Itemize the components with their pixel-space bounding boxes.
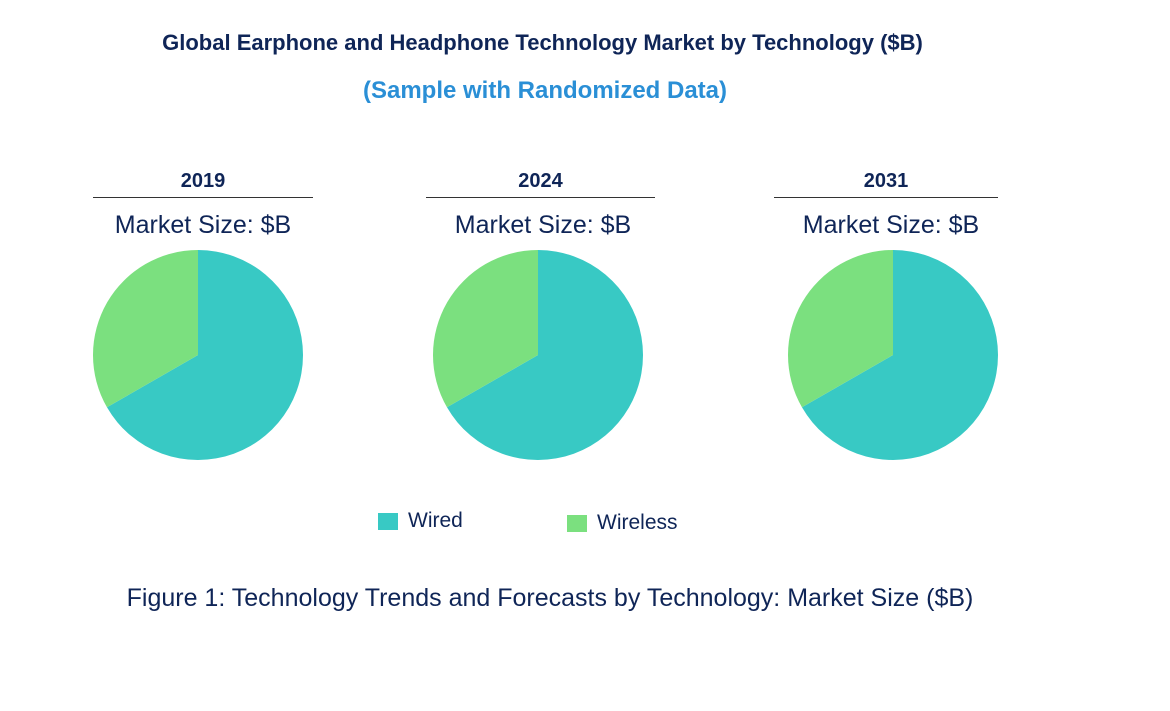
figure-caption: Figure 1: Technology Trends and Forecast… bbox=[126, 584, 974, 612]
legend-swatch-wired bbox=[378, 513, 398, 530]
pie-title-2024: 2024 bbox=[426, 170, 655, 198]
pie-title-2019: 2019 bbox=[93, 170, 313, 198]
pie-slice-2024-wired bbox=[446, 250, 643, 460]
pie-slice-2019-wireless bbox=[92, 250, 198, 408]
legend-label-wired: Wired bbox=[408, 509, 463, 532]
pie-slice-2019-wired bbox=[106, 250, 303, 460]
market-size-2019: Market Size: $B bbox=[114, 211, 292, 239]
chart-title: Global Earphone and Headphone Technology… bbox=[162, 30, 923, 55]
market-size-2031: Market Size: $B bbox=[802, 211, 980, 239]
pie-title-2031: 2031 bbox=[774, 170, 998, 198]
pie-slice-2031-wired bbox=[801, 250, 998, 460]
pie-slice-2024-wireless bbox=[432, 250, 538, 408]
market-size-2024: Market Size: $B bbox=[454, 211, 632, 239]
pie-slice-2031-wireless bbox=[787, 249, 893, 408]
legend-swatch-wireless bbox=[567, 515, 587, 532]
chart-subtitle: (Sample with Randomized Data) bbox=[362, 77, 728, 104]
legend-label-wireless: Wireless bbox=[597, 511, 678, 534]
